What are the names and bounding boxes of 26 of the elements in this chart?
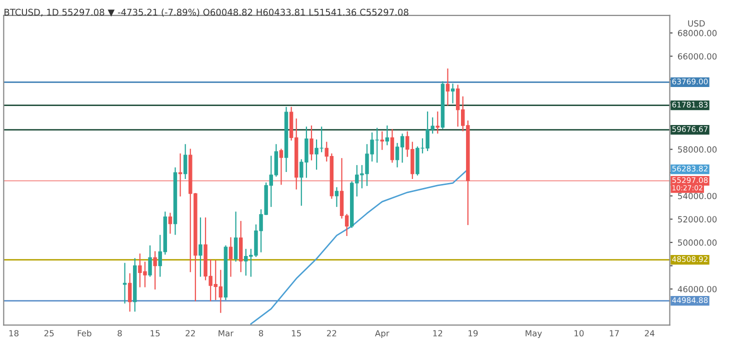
- y-tick-label: 68000.00: [678, 30, 717, 36]
- x-tick-label: 22: [326, 330, 336, 336]
- x-tick-label: 22: [186, 330, 195, 336]
- x-tick-label: 8: [258, 330, 264, 336]
- x-tick-label: 10: [574, 330, 584, 336]
- y-tick-label: 52000.00: [678, 216, 717, 222]
- y-tick-label: 54000.00: [678, 192, 717, 200]
- x-tick-label: 8: [118, 330, 122, 336]
- x-tick-label: Feb: [78, 330, 92, 336]
- x-tick-label: 25: [44, 330, 54, 336]
- x-tick-label: 15: [292, 330, 301, 336]
- x-tick-label: 15: [150, 330, 160, 336]
- y-tick-label: 66000.00: [678, 53, 717, 60]
- x-tick-label: May: [526, 330, 542, 338]
- x-tick-label: 17: [610, 330, 619, 336]
- y-tick-label: 58000.00: [678, 146, 717, 153]
- x-tick-label: 24: [644, 330, 654, 336]
- x-tick-label: 12: [433, 330, 442, 336]
- y-axis-title: USD: [688, 20, 705, 27]
- x-tick-label: 19: [468, 330, 478, 336]
- x-tick-label: Mar: [218, 330, 234, 336]
- chart-title: BTCUSD, 1D 55297.08 ▼ -4735.21 (-7.89%) O60048.82 H60433.81 L51541.36 C55297.08: [4, 8, 408, 17]
- y-tick-label: 50000.00: [678, 239, 717, 246]
- y-tick-label: 46000.00: [678, 286, 717, 292]
- x-tick-label: 18: [9, 330, 19, 336]
- x-tick-label: Apr: [374, 330, 390, 338]
